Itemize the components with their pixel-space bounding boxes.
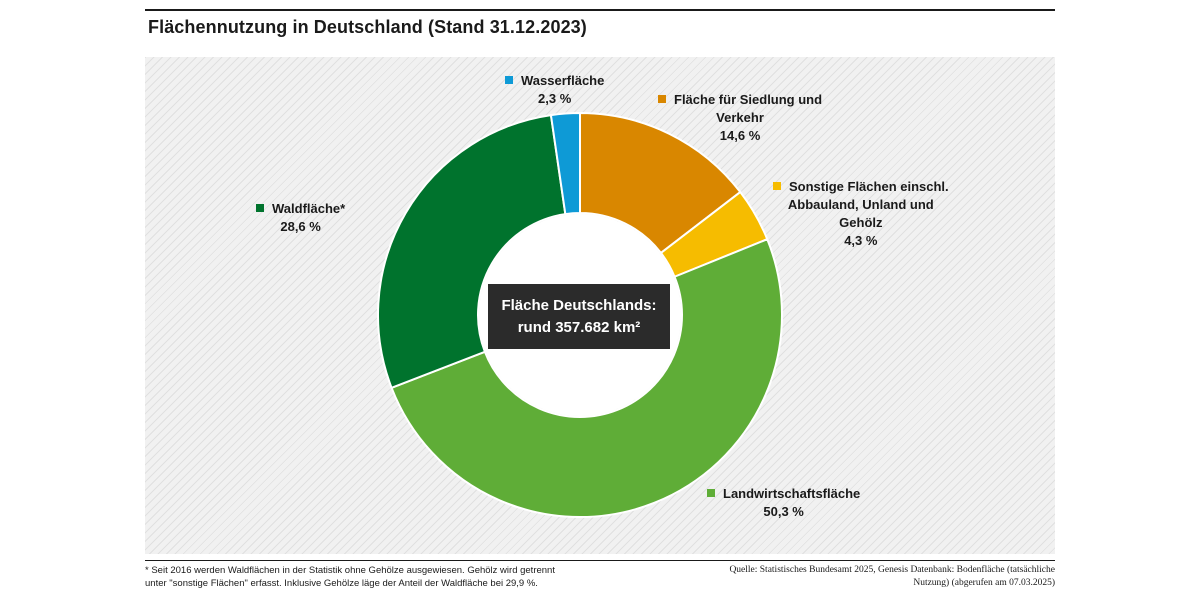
center-label-line-2: rund 357.682 km² — [517, 318, 641, 336]
donut-chart — [377, 111, 783, 518]
donut-slice-wasser — [549, 111, 581, 216]
legend-label-siedlung-1: Fläche für Siedlung und — [674, 92, 823, 107]
footnote-line-1: * Seit 2016 werden Waldflächen in der St… — [145, 565, 555, 576]
legend-swatch-sonstige — [773, 182, 781, 190]
legend-value-sonstige: 4,3 % — [844, 233, 878, 248]
donut-slice-landwirtschaft — [390, 237, 783, 518]
legend-label-wald: Waldfläche* — [272, 201, 346, 216]
legend-swatch-wasser — [505, 76, 513, 84]
legend-wasser: Wasserfläche 2,3 % — [505, 72, 604, 108]
source-line-1: Quelle: Statistisches Bundesamt 2025, Ge… — [729, 565, 1055, 575]
legend-label-siedlung-2: Verkehr — [716, 110, 764, 125]
legend-swatch-wald — [256, 204, 264, 212]
chart-title: Flächennutzung in Deutschland (Stand 31.… — [148, 17, 587, 37]
legend-landwirtschaft: Landwirtschaftsfläche 50,3 % — [707, 485, 860, 521]
legend-sonstige: Sonstige Flächen einschl. Abbauland, Unl… — [773, 178, 949, 250]
legend-value-wald: 28,6 % — [280, 219, 321, 234]
source-line-2: Nutzung) (abgerufen am 07.03.2025) — [913, 578, 1055, 588]
legend-label-wasser: Wasserfläche — [521, 73, 605, 88]
bottom-rule — [145, 560, 1055, 561]
legend-value-landwirtschaft: 50,3 % — [763, 504, 804, 519]
legend-value-wasser: 2,3 % — [538, 91, 572, 106]
legend-label-sonstige-1: Sonstige Flächen einschl. — [789, 179, 949, 194]
top-rule — [145, 9, 1055, 11]
footnote-line-2: unter "sonstige Flächen" erfasst. Inklus… — [145, 578, 538, 589]
plot-area: Wasserfläche 2,3 % Fläche für Siedlung u… — [145, 57, 1055, 554]
donut-slice-wald — [377, 113, 567, 390]
legend-value-siedlung: 14,6 % — [719, 128, 761, 143]
source-note: Quelle: Statistisches Bundesamt 2025, Ge… — [655, 564, 1055, 590]
legend-swatch-siedlung — [658, 95, 666, 103]
legend-siedlung: Fläche für Siedlung und Verkehr 14,6 % — [658, 91, 822, 145]
legend-label-sonstige-3: Gehölz — [839, 215, 883, 230]
legend-label-landwirtschaft: Landwirtschaftsfläche — [723, 486, 861, 501]
legend-label-sonstige-2: Abbauland, Unland und — [787, 197, 934, 212]
center-label-line-1: Fläche Deutschlands: — [501, 296, 657, 314]
center-label-box: Fläche Deutschlands: rund 357.682 km² — [488, 284, 670, 349]
footnote: * Seit 2016 werden Waldflächen in der St… — [145, 564, 595, 590]
legend-swatch-landwirtschaft — [707, 489, 715, 497]
legend-wald: Waldfläche* 28,6 % — [256, 200, 345, 236]
